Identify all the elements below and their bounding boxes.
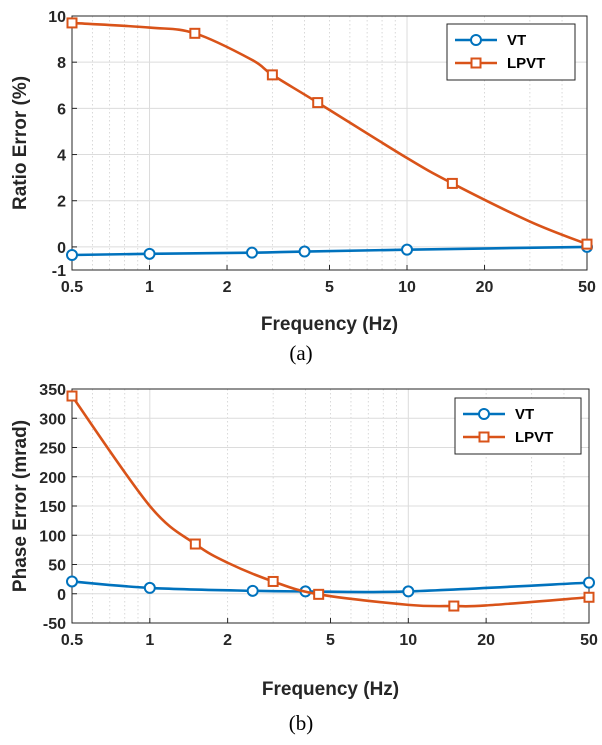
legend: VT LPVT [446,23,576,81]
y-tick-label: 0 [57,240,66,257]
y-tick-label: 4 [57,148,66,165]
x-tick-label: 10 [398,279,416,296]
y-tick-label: 150 [39,499,66,516]
x-tick-label: 20 [476,279,494,296]
legend-marker [470,34,482,46]
y-tick-label: 6 [57,101,66,118]
chart-b: 0.5 1 2 5 10 20 50 -50 0 50 100 150 200 250 300 350 Freq… [10,382,598,735]
data-point [583,576,595,589]
legend-marker [478,431,490,443]
data-point [66,17,78,29]
data-point [143,581,156,594]
x-tick-label: 1 [145,279,154,296]
chart-a: 0.5 1 2 5 10 20 50 -1 0 2 4 6 8 10 Frequency (Hz) Ratio… [10,9,596,365]
x-tick-label: 0.5 [61,279,83,296]
y-tick-label: 10 [48,9,66,26]
y-tick-label: 100 [39,528,66,545]
legend-marker [470,57,482,69]
data-point [313,588,325,600]
y-tick-label: 8 [57,55,66,72]
legend-label: VT [515,406,534,423]
x-tick-label: 50 [578,279,596,296]
legend-box [454,397,582,455]
legend-item-vt: VT [463,406,534,423]
legend: VT LPVT [454,397,582,455]
y-tick-label: 250 [39,441,66,458]
x-axis-label: Frequency (Hz) [262,679,399,700]
x-tick-label: 2 [223,632,232,649]
data-point [246,584,259,597]
data-point [143,247,156,260]
x-tick-label: 20 [477,632,495,649]
legend-item-lpvt: LPVT [455,55,545,72]
legend-label: LPVT [515,429,553,446]
data-point [189,538,201,550]
legend-marker [478,408,490,420]
y-axis-label: Ratio Error (%) [10,76,31,210]
data-point [446,177,458,189]
y-tick-label: 200 [39,470,66,487]
legend-item-lpvt: LPVT [463,429,553,446]
y-tick-label: 50 [48,558,66,575]
series-line [71,21,588,246]
subfigure-caption: (b) [289,711,314,735]
data-point [312,97,324,109]
data-point [401,243,414,256]
x-tick-label: 1 [145,632,154,649]
data-point [66,575,78,588]
x-tick-label: 2 [223,279,232,296]
data-point [583,591,595,603]
x-tick-label: 50 [580,632,598,649]
y-tick-label: -50 [43,616,66,633]
data-point [266,69,278,81]
data-point [298,245,311,258]
legend-label: VT [507,32,526,49]
y-tick-label: 2 [57,194,66,211]
data-point [245,246,258,259]
data-point [66,390,78,402]
x-tick-label: 0.5 [61,632,83,649]
y-tick-label: 300 [39,411,66,428]
legend-item-vt: VT [455,32,526,49]
series-line [70,395,590,608]
data-point [267,575,279,587]
x-tick-label: 5 [326,632,335,649]
data-point [448,600,460,612]
subfigure-caption: (a) [289,341,312,365]
y-tick-label: 0 [57,587,66,604]
y-axis-label: Phase Error (mrad) [10,420,31,592]
series-vt [66,575,595,598]
y-tick-label: 350 [39,382,66,399]
data-point [402,585,415,598]
data-point [189,27,201,39]
legend-label: LPVT [507,55,545,72]
data-point [581,238,593,250]
x-tick-label: 10 [399,632,417,649]
legend-box [446,23,576,81]
data-point [66,248,78,261]
x-axis-label: Frequency (Hz) [261,314,398,335]
y-tick-label: -1 [52,263,66,280]
x-tick-label: 5 [325,279,334,296]
series-lpvt [66,390,595,612]
series-lpvt [66,17,593,250]
